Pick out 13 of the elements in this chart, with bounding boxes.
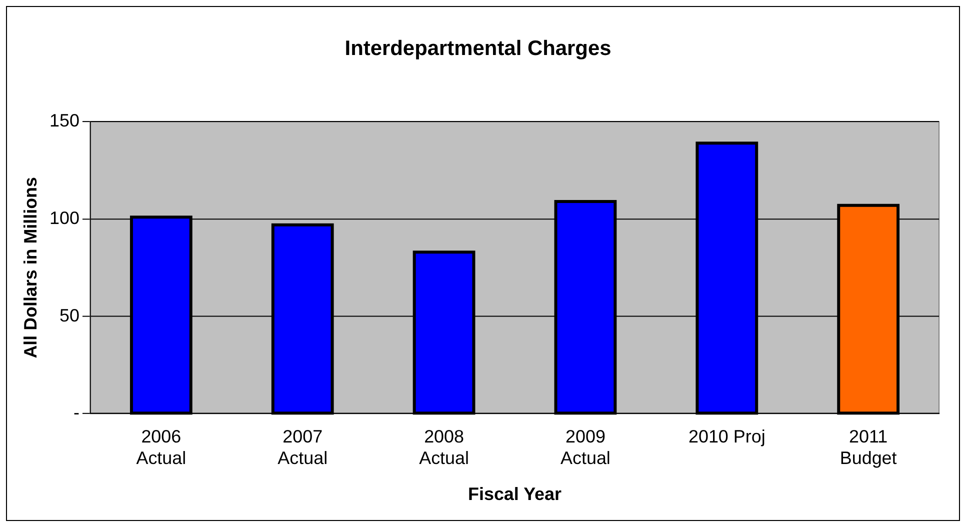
x-tick-label: 2009 Actual xyxy=(560,426,610,468)
y-tick-label: 50 xyxy=(60,305,80,326)
chart-title: Interdepartmental Charges xyxy=(344,37,612,60)
y-tick-label: 100 xyxy=(50,208,80,228)
x-tick-label: 2006 Actual xyxy=(136,426,186,468)
x-tick-label: 2011 Budget xyxy=(840,426,897,468)
y-tick-label: - xyxy=(73,402,80,423)
x-tick-label: 2010 Proj xyxy=(688,426,766,446)
x-tick-label: 2008 Actual xyxy=(419,426,469,468)
y-tick-label: 150 xyxy=(50,110,80,131)
x-axis-title: Fiscal Year xyxy=(468,484,562,504)
y-axis-title: All Dollars in Millions xyxy=(20,177,41,358)
x-tick-label: 2007 Actual xyxy=(278,426,328,468)
